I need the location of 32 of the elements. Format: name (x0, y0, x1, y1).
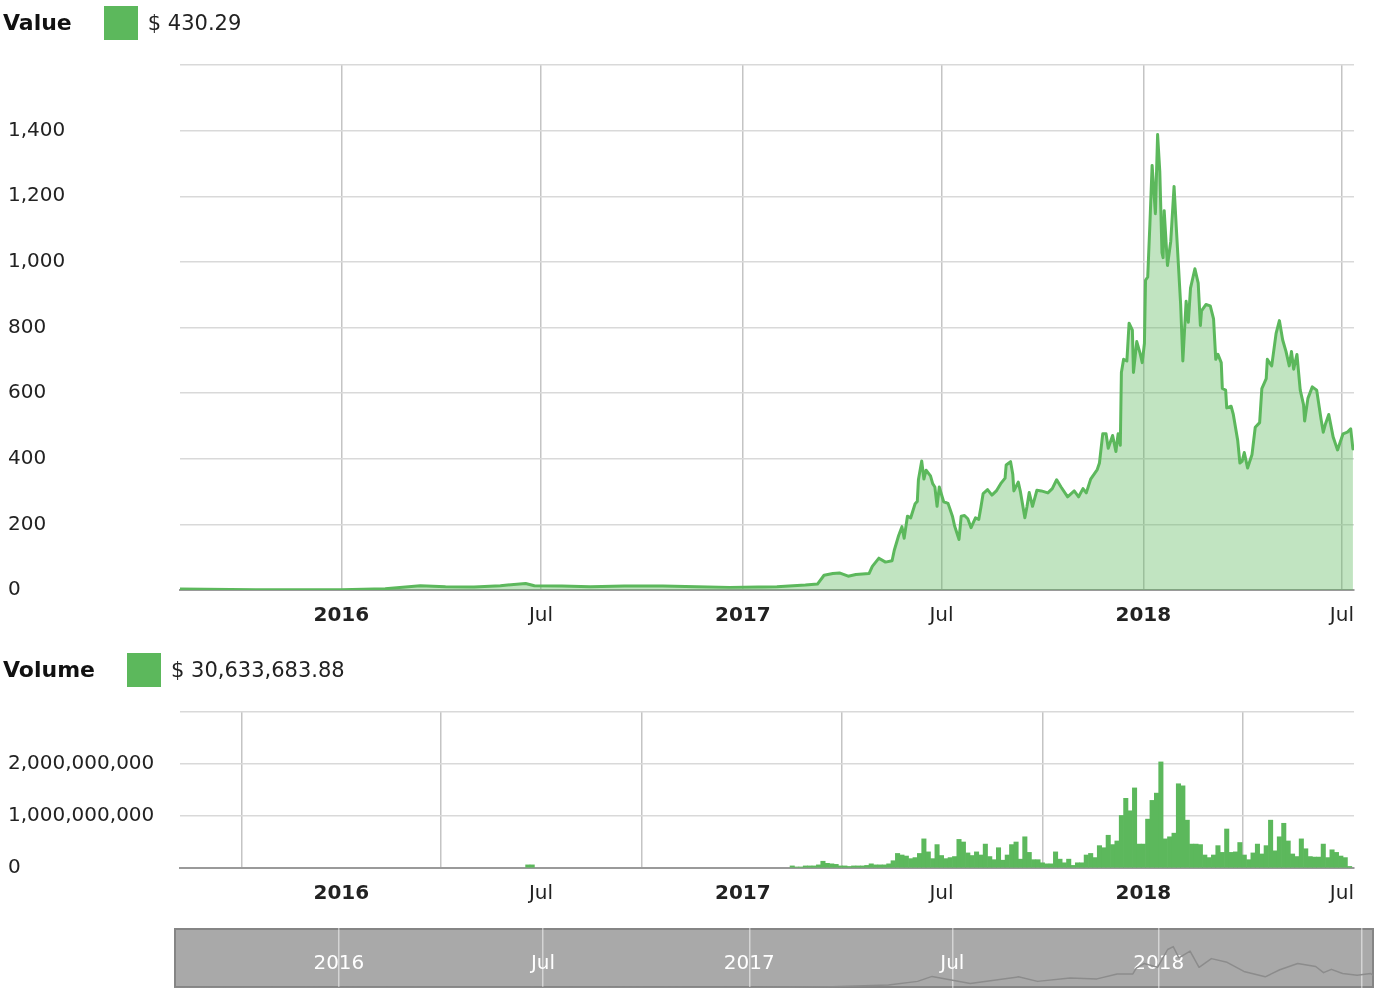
y-tick-label: 600 (8, 379, 47, 404)
chart-title: Value (3, 10, 72, 35)
x-tick-label: Jul (927, 880, 954, 905)
x-tick-label: 2018 (1133, 950, 1185, 975)
x-tick-label: 2017 (715, 880, 771, 905)
x-tick-label: 2018 (1115, 880, 1172, 905)
x-tick-label: Jul (938, 950, 965, 975)
x-tick-label: 2016 (313, 950, 365, 975)
y-tick-label: 1,000,000,000 (8, 802, 155, 827)
y-tick-label: 0 (8, 854, 21, 879)
y-tick-label: 800 (8, 313, 47, 338)
y-tick-label: 1,400 (8, 116, 66, 141)
x-tick-label: 2017 (723, 950, 775, 975)
x-tick-label: Jul (526, 880, 554, 905)
x-tick-label: Jul (1327, 880, 1354, 905)
x-tick-label: Jul (1327, 602, 1354, 627)
legend-label: $ 30,633,683.88 (171, 657, 345, 682)
y-tick-label: 1,200 (8, 182, 66, 207)
legend-label: $ 430.29 (147, 10, 242, 35)
y-tick-label: 200 (8, 510, 47, 535)
y-tick-label: 2,000,000,000 (8, 750, 155, 775)
x-tick-label: 2018 (1115, 602, 1172, 627)
y-tick-label: 0 (8, 576, 21, 601)
y-tick-label: 400 (8, 444, 47, 469)
y-tick-label: 1,000 (8, 248, 66, 273)
x-tick-label: 2016 (313, 602, 370, 627)
x-tick-label: 2017 (715, 602, 771, 627)
x-tick-label: Jul (927, 602, 954, 627)
x-tick-label: Jul (526, 602, 554, 627)
x-tick-label: Jul (528, 950, 556, 975)
chart-title: Volume (3, 657, 95, 682)
x-tick-label: 2016 (313, 880, 370, 905)
